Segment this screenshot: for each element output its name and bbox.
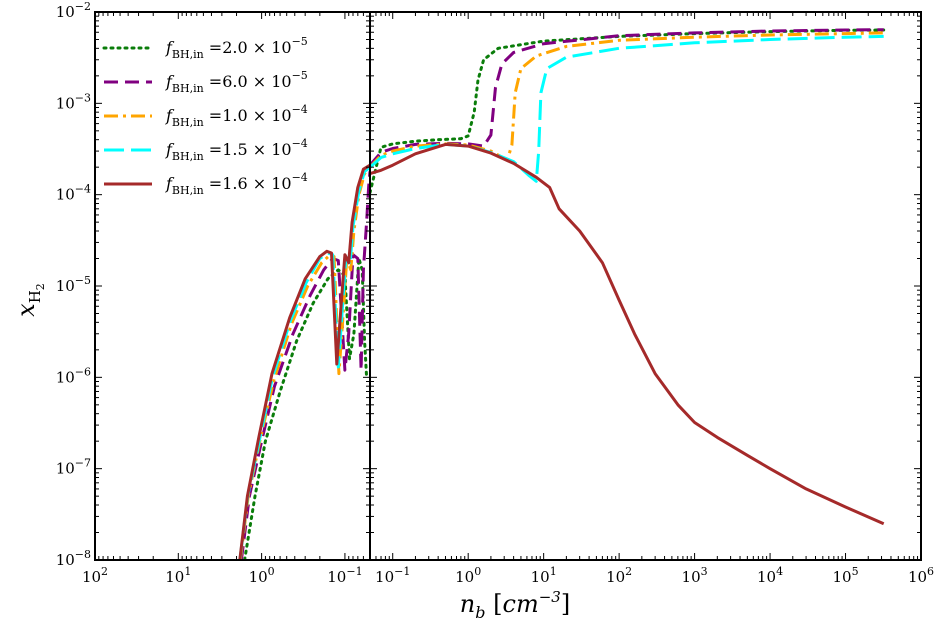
series-5-left-line bbox=[238, 163, 370, 560]
series-3-right-line bbox=[370, 31, 884, 169]
legend-label-3: fBH,in =1.0 × 10−4 bbox=[165, 103, 308, 129]
y-tick-label: 10−2 bbox=[56, 0, 91, 21]
legend-label-4: fBH,in =1.5 × 10−4 bbox=[165, 137, 308, 163]
x-tick-label-right: 106 bbox=[908, 565, 934, 586]
tick-labels: 10−8 10−7 10−6 10−5 10−4 10−3 10−2 102 101 100 10−… bbox=[56, 0, 934, 586]
y-tick-label: 10−4 bbox=[56, 183, 91, 204]
series-2-right-line bbox=[370, 28, 884, 167]
x-tick-label-right: 101 bbox=[531, 565, 557, 586]
series-5-right-line bbox=[370, 142, 885, 526]
y-tick-label: 10−7 bbox=[56, 457, 91, 478]
series-1-right-line bbox=[370, 28, 886, 195]
x-tick-label-left: 10−1 bbox=[327, 565, 362, 586]
y-tick-label: 10−5 bbox=[56, 274, 91, 295]
right-panel-frame bbox=[369, 11, 922, 561]
x-tick-label-right: 105 bbox=[832, 565, 858, 586]
legend-label-2: fBH,in =6.0 × 10−5 bbox=[165, 69, 308, 95]
x-tick-label-left: 100 bbox=[249, 565, 275, 586]
y-tick-label: 10−8 bbox=[56, 548, 91, 569]
x-tick-label-left: 101 bbox=[165, 565, 191, 586]
x-axis-title: nb [cm−3] bbox=[460, 588, 570, 622]
right-panel-curves bbox=[370, 28, 886, 526]
series-4-right-line bbox=[370, 34, 884, 183]
series-1-left-line bbox=[243, 257, 369, 560]
legend-label-1: fBH,in =2.0 × 10−5 bbox=[165, 35, 308, 61]
y-tick-label: 10−3 bbox=[56, 91, 91, 112]
x-tick-label-left: 102 bbox=[82, 565, 108, 586]
y-tick-label: 10−6 bbox=[56, 365, 91, 386]
x-tick-label-right: 10−1 bbox=[375, 565, 410, 586]
left-panel-curves bbox=[238, 163, 370, 560]
left-panel-frame bbox=[94, 11, 371, 561]
axis-titles: nb [cm−3] xH2 bbox=[12, 283, 570, 622]
x-tick-label-right: 100 bbox=[455, 565, 481, 586]
x-tick-label-right: 102 bbox=[606, 565, 632, 586]
axis-ticks bbox=[94, 11, 922, 561]
legend-label-5: fBH,in =1.6 × 10−4 bbox=[165, 171, 308, 197]
y-axis-title: xH2 bbox=[12, 283, 47, 317]
x-tick-label-right: 104 bbox=[757, 565, 783, 586]
x-tick-label-right: 103 bbox=[682, 565, 708, 586]
legend: fBH,in =2.0 × 10−5 fBH,in =6.0 × 10−5 fBH,… bbox=[102, 35, 308, 197]
